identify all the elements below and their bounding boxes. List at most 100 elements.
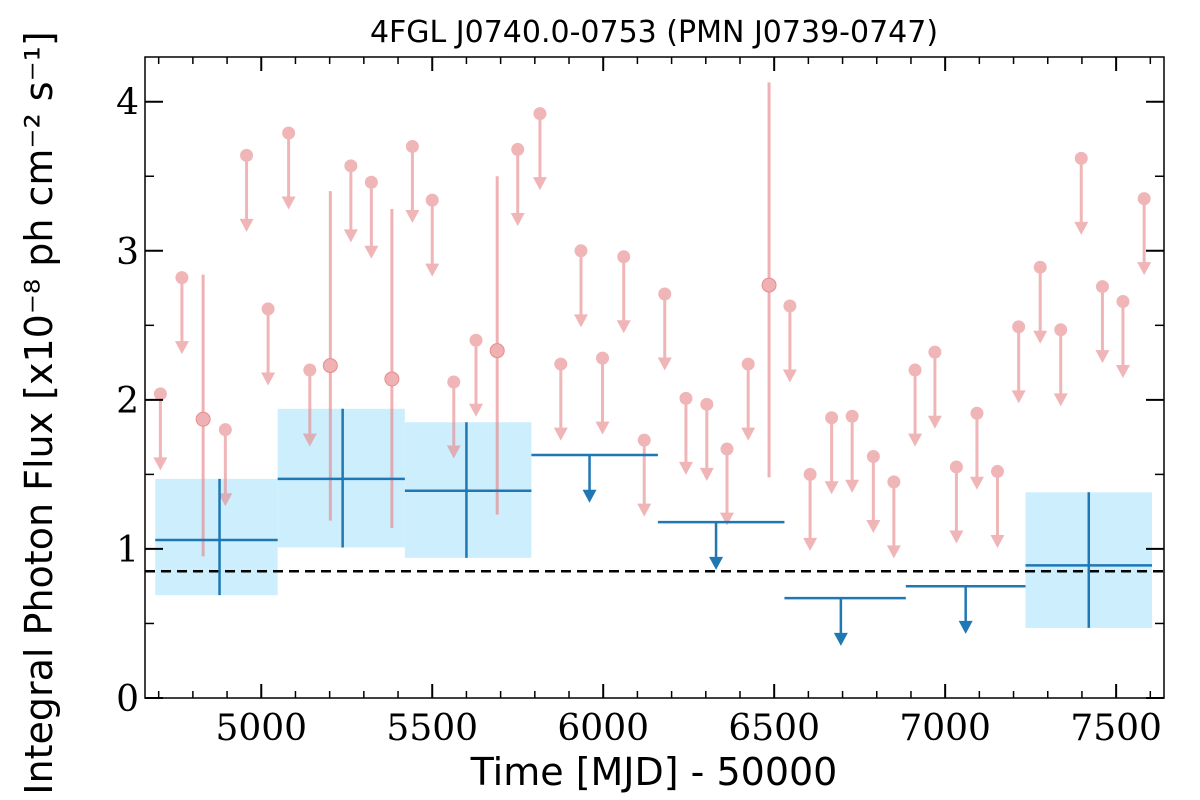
upper-limit-marker: [303, 363, 317, 377]
upper-limit-marker: [658, 287, 672, 301]
upper-limit-arrowhead: [446, 445, 461, 459]
short-bin-upper-limit: [699, 397, 714, 481]
short-bin-upper-limit: [990, 464, 1005, 548]
short-bin-upper-limit: [637, 433, 652, 517]
upper-limit-marker: [617, 250, 631, 264]
short-bin-upper-limit: [845, 409, 860, 493]
upper-limit-marker: [1137, 192, 1151, 206]
upper-limit-arrowhead: [678, 461, 693, 475]
upper-limit-arrowhead: [637, 503, 652, 517]
short-bin-upper-limit: [741, 357, 756, 441]
upper-limit-marker: [803, 467, 817, 481]
long-ul-arrowhead: [582, 489, 597, 503]
upper-limit-arrowhead: [425, 263, 440, 277]
upper-limit-arrowhead: [782, 369, 797, 383]
upper-limit-marker: [783, 299, 797, 313]
short-bin-upper-limit: [153, 387, 168, 471]
x-tick-label: 5500: [386, 708, 478, 749]
upper-limit-marker: [990, 464, 1004, 478]
long-bin-detection: [404, 422, 532, 558]
long-ul-arrowhead: [958, 620, 973, 634]
detection-marker: [195, 411, 211, 427]
upper-limit-arrowhead: [281, 196, 296, 210]
y-axis-label: Integral Photon Flux [x10⁻⁸ ph cm⁻² s⁻¹]: [17, 31, 61, 794]
upper-limit-arrowhead: [949, 530, 964, 544]
short-bin-upper-limit: [343, 159, 358, 243]
long-bin-upper-limit: [657, 520, 785, 570]
short-bin-upper-limit: [782, 299, 797, 383]
upper-limit-arrowhead: [405, 209, 420, 223]
upper-limit-arrowhead: [1011, 390, 1026, 404]
upper-limit-arrowhead: [886, 545, 901, 559]
upper-limit-marker: [949, 460, 963, 474]
upper-limit-arrowhead: [969, 476, 984, 490]
upper-limit-arrowhead: [239, 218, 254, 232]
upper-limit-arrowhead: [908, 433, 923, 447]
short-bin-upper-limit: [469, 333, 484, 417]
upper-limit-marker: [511, 142, 525, 156]
upper-limit-marker: [741, 357, 755, 371]
short-bin-upper-limit: [866, 450, 881, 534]
long-bin-upper-limit: [905, 584, 1026, 634]
short-bin-upper-limit: [174, 271, 189, 355]
axes: 5000 5500 6000 6500 7000 7500 0 1 2 3 4: [116, 57, 1164, 749]
upper-limit-marker: [533, 107, 547, 121]
upper-limit-arrowhead: [1095, 350, 1110, 364]
long-ul-arrowhead: [709, 556, 724, 570]
upper-limit-marker: [447, 375, 461, 389]
y-tick-label: 3: [116, 232, 139, 273]
upper-limit-marker: [1074, 151, 1088, 165]
y-tick-label: 4: [116, 83, 139, 124]
short-bin-upper-limit: [949, 460, 964, 544]
upper-limit-arrowhead: [719, 512, 734, 526]
x-tick-label: 6500: [728, 708, 820, 749]
upper-limit-arrowhead: [824, 481, 839, 495]
short-bin-upper-limit: [595, 351, 610, 435]
upper-limit-marker: [970, 406, 984, 420]
upper-limit-arrowhead: [845, 479, 860, 493]
short-bin-upper-limit: [616, 250, 631, 334]
upper-limit-arrowhead: [803, 537, 818, 551]
short-bin-detection: [761, 82, 777, 478]
upper-limit-arrowhead: [343, 229, 358, 243]
upper-limit-arrowhead: [573, 314, 588, 328]
long-bin-upper-limit: [531, 453, 658, 503]
upper-limit-marker: [1012, 320, 1026, 334]
x-tick-label: 5000: [215, 708, 307, 749]
upper-limit-arrowhead: [657, 357, 672, 371]
upper-limit-marker: [637, 433, 651, 447]
upper-limit-marker: [1054, 323, 1068, 337]
short-bin-upper-limit: [1137, 192, 1152, 276]
detection-marker: [384, 371, 400, 387]
short-bin-upper-limit: [302, 363, 317, 447]
upper-limit-marker: [928, 345, 942, 359]
short-bin-detection: [489, 176, 505, 515]
upper-limit-marker: [175, 271, 189, 285]
upper-limit-arrowhead: [1115, 365, 1130, 379]
plot-frame: [144, 56, 1165, 699]
upper-limit-arrowhead: [218, 493, 233, 507]
x-tick-label: 7500: [1070, 708, 1162, 749]
upper-limit-arrowhead: [364, 245, 379, 259]
short-bin-upper-limit: [239, 148, 254, 232]
long-bin-detection: [155, 478, 278, 596]
upper-limit-marker: [554, 357, 568, 371]
upper-limit-marker: [1095, 280, 1109, 294]
short-bin-upper-limit: [719, 442, 734, 526]
short-bin-upper-limit: [969, 406, 984, 490]
upper-limit-arrowhead: [616, 320, 631, 334]
upper-limit-arrowhead: [1053, 393, 1068, 407]
upper-limit-marker: [469, 333, 483, 347]
upper-limit-marker: [574, 244, 588, 258]
short-bin-upper-limit: [1033, 260, 1048, 344]
short-bin-upper-limit: [553, 357, 568, 441]
upper-limit-arrowhead: [699, 467, 714, 481]
upper-limit-marker: [700, 397, 714, 411]
upper-limit-arrowhead: [1074, 221, 1089, 235]
long-bin-detection: [277, 408, 405, 548]
short-bin-upper-limit: [1095, 280, 1110, 364]
upper-limit-arrowhead: [1033, 330, 1048, 344]
short-bin-detection: [195, 274, 211, 557]
short-bin-upper-limit: [405, 139, 420, 223]
